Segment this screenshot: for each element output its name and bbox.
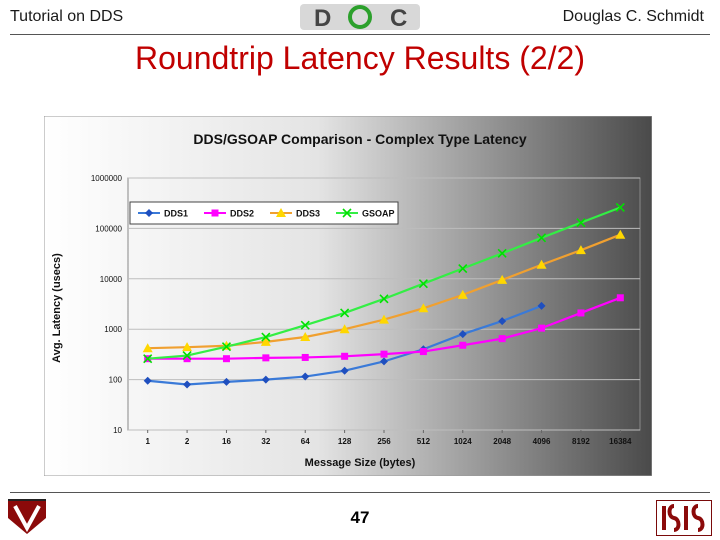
data-point-dds2 [262,354,270,362]
data-point-gsoap [221,342,232,352]
x-tick-label: 1024 [454,437,472,446]
logo-letter-d: D [314,5,331,32]
data-point-dds2 [577,309,585,317]
legend-box [129,201,399,225]
data-point-dds1 [222,377,231,386]
data-point-gsoap [340,308,350,318]
data-point-dds1 [261,375,270,384]
legend-marker-dds1 [145,209,153,217]
data-point-dds2 [498,335,506,343]
header-left-text: Tutorial on DDS [10,8,124,25]
data-point-dds3 [300,332,311,342]
data-point-dds2 [419,348,427,356]
data-point-dds1 [340,366,349,375]
data-point-dds2 [341,352,349,360]
data-point-dds2 [380,350,388,358]
x-tick-label: 8192 [572,437,590,446]
data-point-gsoap [300,320,310,330]
isis-logo [656,500,712,536]
data-point-dds2 [301,353,309,361]
data-point-dds1 [458,330,467,339]
x-tick-label: 2 [185,437,190,446]
data-point-gsoap [458,263,468,274]
isis-letter-marks [662,504,705,532]
data-point-dds2 [538,324,546,332]
data-point-dds3 [615,229,626,239]
data-point-dds3 [182,342,193,352]
y-tick-label: 10000 [100,275,123,284]
x-tick-label: 32 [261,437,270,446]
logo-background [300,4,420,30]
legend-label-dds2: DDS2 [230,209,254,219]
y-tick-label: 100 [109,376,123,385]
slide-title: Roundtrip Latency Results (2/2) [135,40,585,76]
data-point-dds3 [142,343,153,353]
doc-group-logo: D C [300,4,420,32]
logo-letter-o [348,5,372,29]
legend-label-dds1: DDS1 [164,209,188,219]
data-point-dds2 [183,355,191,363]
data-point-gsoap [143,354,153,364]
y-tick-label: 1000000 [91,174,123,183]
page-number: 47 [350,508,370,527]
data-point-dds3 [497,274,508,284]
chart-background [43,115,653,477]
data-point-gsoap [261,332,271,342]
data-point-dds1 [301,372,310,381]
data-point-dds3 [536,259,547,269]
legend-label-gsoap: GSOAP [362,209,395,219]
data-point-dds1 [380,357,388,366]
x-tick-label: 512 [417,437,431,446]
data-point-gsoap [418,279,428,289]
plot-area: 10 100 1000 10000 100000 1000000 1 2 16 32 64 128 25… [91,174,641,446]
footer-divider [10,492,710,493]
vu-v-mark [13,505,41,533]
data-point-dds2 [616,294,624,302]
data-point-gsoap [615,202,625,213]
x-tick-label: 128 [338,437,352,446]
x-tick-label: 1 [145,437,150,446]
data-point-dds1 [498,317,507,326]
vanderbilt-logo [8,499,46,534]
legend-marker-gsoap [342,208,352,218]
data-point-dds3 [339,324,350,334]
data-point-dds3 [260,336,271,346]
header-divider [10,34,710,35]
chart-title: DDS/GSOAP Comparison - Complex Type Late… [193,131,526,147]
chart-svg: DDS/GSOAP Comparison - Complex Type Late… [43,115,653,477]
x-tick-label: 16384 [609,437,632,446]
logo-letter-c: C [390,5,407,32]
data-point-dds1 [183,380,192,389]
data-point-gsoap [576,218,586,228]
data-point-dds2 [459,341,467,349]
y-tick-label: 10 [113,426,122,435]
y-tick-label: 100000 [95,224,122,233]
latency-chart: DDS/GSOAP Comparison - Complex Type Late… [43,115,653,477]
data-point-gsoap [182,350,192,361]
data-point-gsoap [497,248,507,258]
legend-marker-dds3 [276,208,286,217]
y-axis-label: Avg. Latency (usecs) [51,253,63,363]
data-point-dds1 [537,301,546,310]
data-point-gsoap [379,294,389,304]
data-point-dds3 [379,314,389,324]
y-tick-label: 1000 [104,325,122,334]
data-point-dds2 [222,355,230,363]
data-point-dds3 [575,245,586,255]
header-right-text: Douglas C. Schmidt [562,8,704,25]
data-point-dds3 [457,289,468,299]
x-tick-label: 64 [301,437,310,446]
legend-marker-dds2 [211,209,219,217]
x-tick-label: 2048 [493,437,511,446]
data-point-dds3 [418,303,429,313]
data-point-dds1 [143,376,152,385]
x-axis-label: Message Size (bytes) [305,457,416,469]
x-tick-label: 4096 [533,437,551,446]
legend-label-dds3: DDS3 [296,209,320,219]
x-tick-label: 256 [377,437,391,446]
data-point-gsoap [536,233,547,243]
x-tick-label: 16 [222,437,231,446]
